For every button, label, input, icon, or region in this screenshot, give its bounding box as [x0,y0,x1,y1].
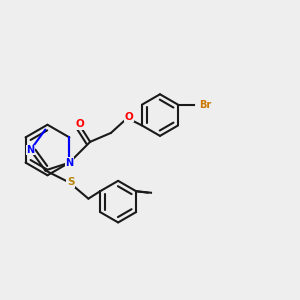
Text: N: N [26,145,34,155]
Text: O: O [75,119,84,129]
Text: S: S [67,177,74,187]
Text: N: N [65,158,74,168]
Text: O: O [124,112,133,122]
Text: Br: Br [200,100,212,110]
